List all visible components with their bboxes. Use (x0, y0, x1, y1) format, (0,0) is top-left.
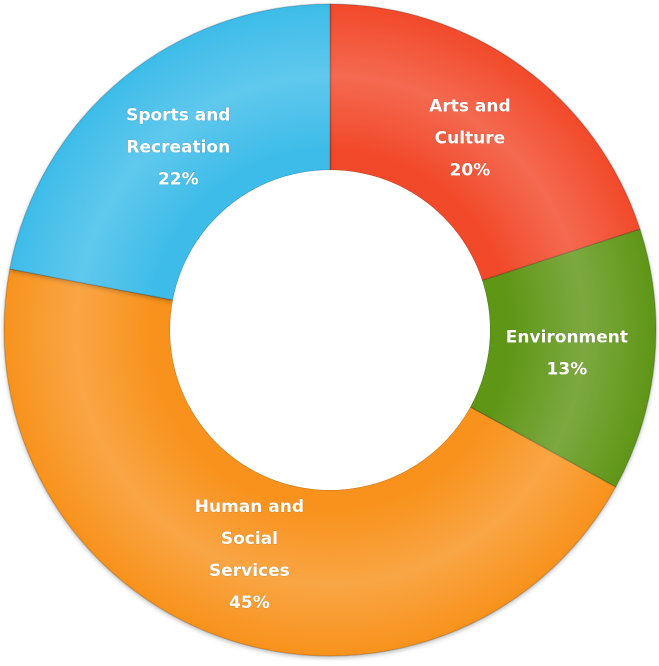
slice-label-arts-and-culture: Arts and Culture 20% (429, 96, 511, 181)
slice-category-label: Environment (506, 327, 628, 347)
donut-hole (170, 170, 490, 490)
slice-label-environment: Environment 13% (505, 327, 628, 380)
slice-category-label: Arts and (429, 97, 510, 117)
slice-label-human-and-social-services: Human and Social Services 45% (194, 496, 304, 613)
slice-category-label: Recreation (126, 138, 230, 158)
slice-value-label: 13% (547, 359, 588, 379)
labels-group: Arts and Culture 20% Environment 13% Human an… (126, 96, 629, 613)
slice-value-label: 22% (158, 170, 199, 190)
slice-category-label: Social (221, 529, 278, 549)
slice-category-label: Culture (435, 129, 506, 149)
slice-value-label: 45% (229, 593, 270, 613)
slice-value-label: 20% (450, 161, 491, 181)
slice-category-label: Human and (195, 497, 304, 517)
slice-label-sports-and-recreation: Sports and Recreation 22% (126, 105, 231, 190)
slice-category-label: Services (209, 561, 290, 581)
slice-category-label: Sports and (126, 106, 230, 126)
